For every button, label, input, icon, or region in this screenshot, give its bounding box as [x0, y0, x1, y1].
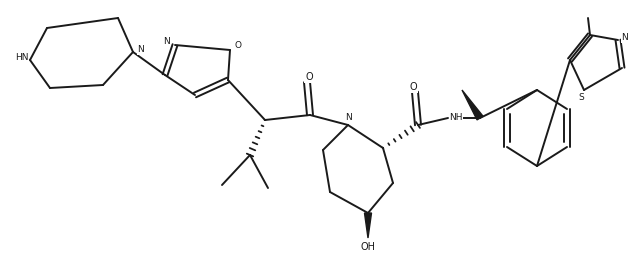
Text: O: O [409, 82, 417, 92]
Text: N: N [138, 45, 145, 54]
Text: HN: HN [15, 53, 29, 62]
Text: O: O [305, 72, 313, 82]
Text: NH: NH [450, 114, 463, 123]
Text: N: N [345, 112, 351, 122]
Polygon shape [462, 90, 483, 120]
Polygon shape [365, 213, 372, 238]
Text: O: O [235, 42, 242, 51]
Text: OH: OH [361, 242, 375, 252]
Text: N: N [164, 36, 171, 45]
Text: N: N [621, 34, 628, 43]
Text: S: S [578, 93, 584, 102]
